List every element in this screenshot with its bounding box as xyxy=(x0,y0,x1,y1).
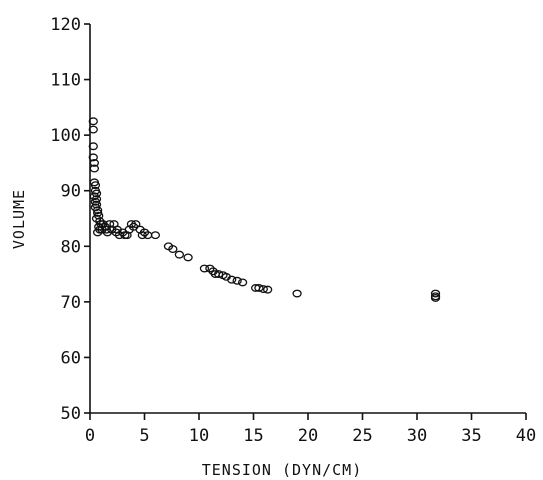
data-point xyxy=(174,250,185,259)
x-axis-label: TENSION (DYN/CM) xyxy=(202,461,363,479)
y-tick-label: 90 xyxy=(61,182,81,202)
x-tick-label: 10 xyxy=(189,426,209,446)
data-point xyxy=(92,206,103,215)
data-point xyxy=(88,153,98,162)
data-point xyxy=(89,158,100,167)
data-point xyxy=(92,228,103,237)
data-point xyxy=(258,285,268,294)
y-tick-label: 50 xyxy=(61,404,81,424)
x-tick-label: 25 xyxy=(352,426,372,446)
x-tick-label: 35 xyxy=(461,426,481,446)
y-tick-label: 100 xyxy=(50,126,81,146)
data-point xyxy=(263,285,273,294)
y-tick-label: 120 xyxy=(50,15,81,35)
data-point xyxy=(292,289,302,298)
data-point xyxy=(183,253,193,262)
x-tick-label: 30 xyxy=(407,426,427,446)
x-tick-label: 0 xyxy=(85,426,95,446)
data-point xyxy=(88,142,98,151)
data-point xyxy=(150,231,161,240)
y-tick-label: 80 xyxy=(61,237,81,257)
y-ticks: 50 60 70 80 90 100 110 120 xyxy=(50,15,90,424)
y-tick-label: 70 xyxy=(61,293,81,313)
y-tick-label: 110 xyxy=(50,71,81,91)
data-point xyxy=(88,117,98,126)
data-point xyxy=(89,164,100,173)
data-point xyxy=(227,275,237,284)
x-tick-label: 15 xyxy=(243,426,263,446)
data-point xyxy=(232,276,242,285)
data-point xyxy=(168,245,178,254)
x-tick-label: 20 xyxy=(298,426,318,446)
data-point xyxy=(88,125,98,134)
axes xyxy=(89,24,526,414)
data-point xyxy=(237,278,248,287)
data-point xyxy=(199,264,210,273)
data-point xyxy=(213,270,224,279)
data-point xyxy=(90,181,101,190)
x-tick-label: 5 xyxy=(139,426,149,446)
y-axis-label: VOLUME xyxy=(10,189,28,249)
y-tick-label: 60 xyxy=(61,348,81,368)
data-point xyxy=(131,220,141,229)
x-ticks: 0 5 10 15 20 25 30 35 40 xyxy=(85,413,536,446)
data-point xyxy=(254,284,264,292)
data-points xyxy=(88,117,441,302)
x-tick-label: 40 xyxy=(516,426,536,446)
data-point xyxy=(430,294,441,302)
data-point xyxy=(430,289,441,298)
